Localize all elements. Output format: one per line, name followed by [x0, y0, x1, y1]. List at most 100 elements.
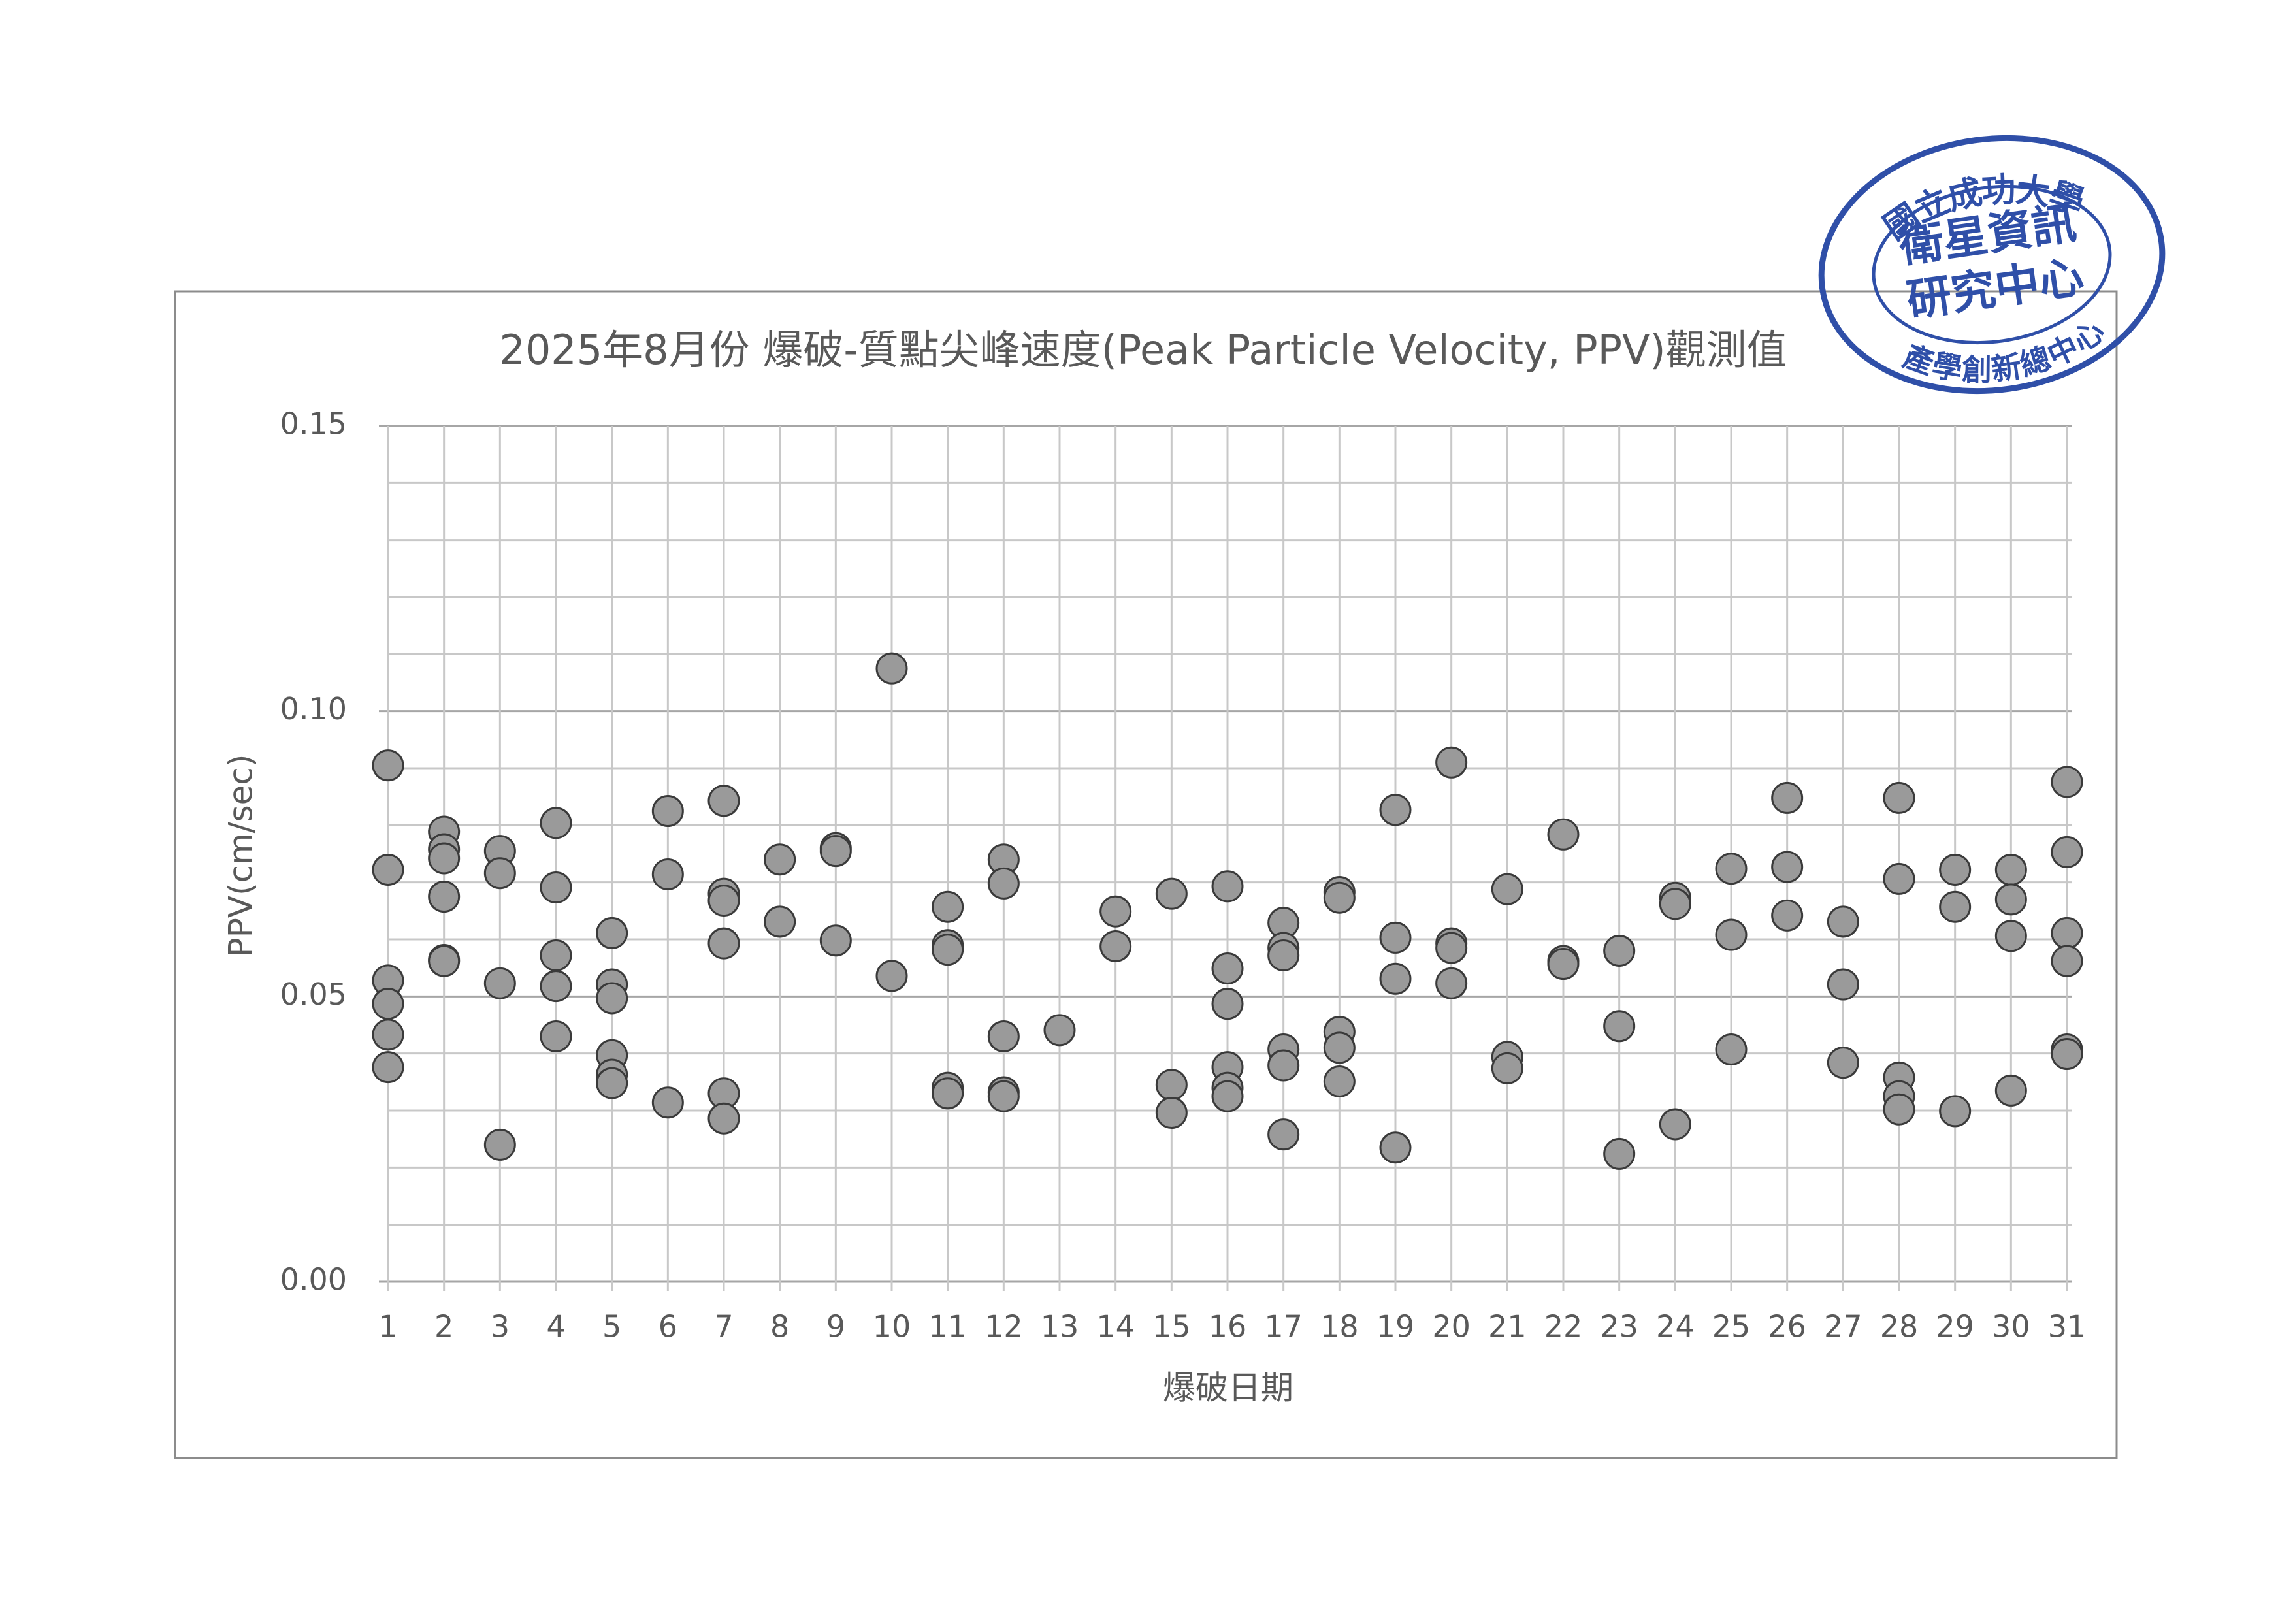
point — [1323, 1031, 1356, 1064]
point — [1603, 1137, 1636, 1170]
point — [2051, 836, 2083, 868]
point — [1715, 853, 1748, 885]
y-tick-label: 0.00 — [280, 1262, 347, 1297]
point — [2051, 917, 2083, 949]
stamp-outer-ring — [1818, 135, 2166, 395]
point — [1883, 1093, 1915, 1126]
point — [1099, 895, 1132, 928]
point — [1827, 1047, 1859, 1079]
point — [1155, 1069, 1188, 1101]
point — [1155, 877, 1188, 910]
point — [1547, 818, 1580, 851]
x-tick-label: 3 — [491, 1309, 510, 1344]
point — [1771, 781, 1804, 814]
point — [1827, 968, 1859, 1001]
point — [651, 795, 684, 827]
point — [1994, 883, 2027, 916]
point — [540, 939, 572, 971]
point — [819, 835, 852, 868]
point — [483, 967, 516, 999]
x-tick-label: 12 — [984, 1309, 1023, 1344]
y-axis-label: PPV(cm/sec) — [222, 755, 260, 958]
point — [483, 857, 516, 890]
point — [1435, 746, 1468, 779]
point — [1267, 1118, 1300, 1151]
point — [428, 945, 461, 977]
point — [875, 652, 908, 685]
x-tick-label: 20 — [1432, 1309, 1471, 1344]
point — [651, 858, 684, 890]
point — [764, 843, 796, 876]
point — [1211, 870, 1244, 903]
point — [1099, 930, 1132, 962]
point — [2051, 945, 2083, 977]
point — [707, 785, 740, 817]
point — [1659, 1108, 1691, 1141]
point — [1491, 1052, 1523, 1084]
x-tick-label: 6 — [659, 1309, 677, 1344]
point — [540, 871, 572, 904]
point — [1491, 873, 1523, 905]
point — [372, 1051, 404, 1084]
point — [1939, 890, 1972, 923]
point — [764, 905, 796, 938]
point — [540, 807, 572, 839]
chart-title: 2025年8月份 爆破-質點尖峰速度(Peak Particle Velocit… — [499, 326, 1787, 374]
y-tick-label: 0.05 — [280, 977, 347, 1012]
point — [2051, 1038, 2083, 1071]
point — [932, 1077, 964, 1110]
x-tick-label: 19 — [1376, 1309, 1415, 1344]
x-tick-label: 24 — [1656, 1309, 1695, 1344]
point — [1715, 1033, 1748, 1066]
point — [372, 988, 404, 1020]
point — [1323, 1065, 1356, 1097]
x-tick-label: 25 — [1712, 1309, 1751, 1344]
point — [1379, 1131, 1412, 1164]
point — [1435, 967, 1468, 999]
point — [540, 970, 572, 1003]
point — [1267, 939, 1300, 971]
chart-frame — [174, 290, 2118, 1459]
x-tick-label: 22 — [1544, 1309, 1583, 1344]
x-tick-label: 8 — [770, 1309, 789, 1344]
x-tick-label: 21 — [1488, 1309, 1527, 1344]
point — [1994, 920, 2027, 952]
x-tick-label: 29 — [1936, 1309, 1974, 1344]
x-tick-label: 27 — [1824, 1309, 1862, 1344]
point — [372, 749, 404, 782]
point — [651, 1086, 684, 1119]
point — [1547, 948, 1580, 981]
point — [372, 853, 404, 886]
point — [596, 917, 628, 949]
x-tick-label: 30 — [1992, 1309, 2030, 1344]
point — [987, 1020, 1020, 1052]
x-tick-label: 15 — [1152, 1309, 1191, 1344]
x-tick-label: 4 — [546, 1309, 565, 1344]
point — [1939, 853, 1972, 886]
point — [1323, 881, 1356, 914]
point — [2051, 766, 2083, 798]
point — [1827, 905, 1859, 938]
x-tick-label: 9 — [826, 1309, 845, 1344]
point — [1883, 781, 1915, 814]
point — [1379, 962, 1412, 995]
point — [707, 885, 740, 917]
point — [483, 1128, 516, 1161]
point — [540, 1020, 572, 1052]
point — [1771, 899, 1804, 932]
point — [372, 1018, 404, 1051]
x-tick-label: 7 — [714, 1309, 733, 1344]
point — [1435, 932, 1468, 964]
point — [707, 927, 740, 960]
x-tick-label: 11 — [928, 1309, 967, 1344]
point — [1043, 1014, 1076, 1047]
x-axis-label: 爆破日期 — [1163, 1369, 1293, 1407]
point — [1267, 1049, 1300, 1082]
point — [707, 1102, 740, 1135]
x-tick-label: 10 — [873, 1309, 911, 1344]
x-tick-label: 5 — [602, 1309, 621, 1344]
x-tick-label: 17 — [1264, 1309, 1303, 1344]
point — [1883, 862, 1915, 895]
x-tick-label: 13 — [1041, 1309, 1079, 1344]
